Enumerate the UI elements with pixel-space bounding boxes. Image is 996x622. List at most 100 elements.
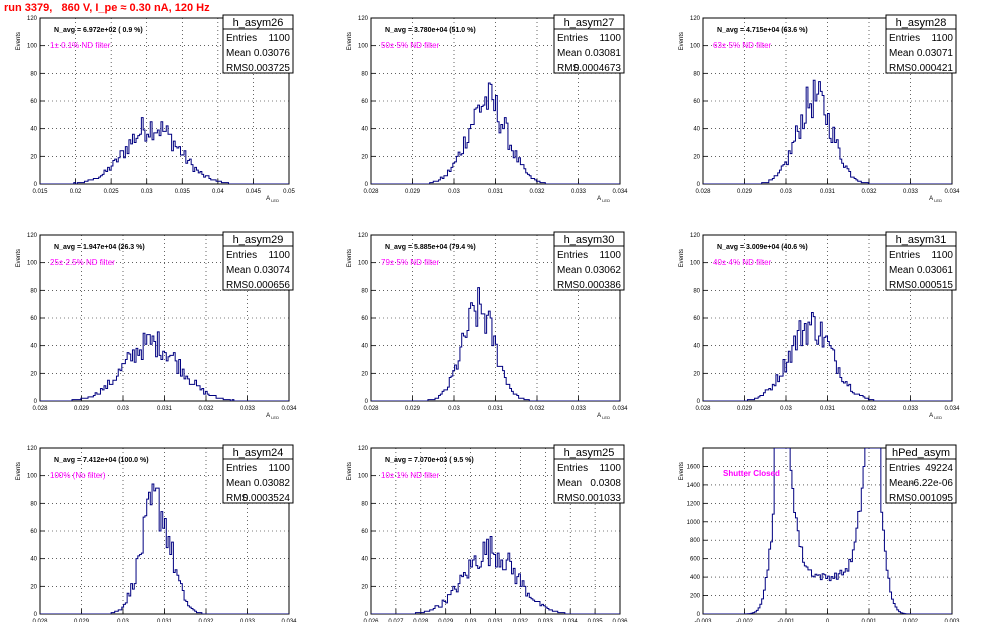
stats-value: 0.001033 (579, 493, 621, 504)
y-tick-label: 1200 (687, 501, 701, 507)
x-tick-label: 0.031 (488, 189, 504, 195)
x-axis-title-subscript: LED (601, 198, 610, 203)
y-tick-label: 100 (27, 261, 38, 267)
x-tick-label: 0.02 (70, 189, 82, 195)
stats-label: Mean (557, 478, 582, 489)
y-tick-label: 0 (365, 182, 369, 188)
stats-label: RMS (557, 493, 580, 504)
y-tick-label: 40 (361, 557, 368, 563)
y-tick-label: 60 (361, 529, 368, 535)
y-tick-label: 0 (34, 612, 38, 618)
x-tick-label: 0.029 (737, 189, 753, 195)
stats-label: Mean (557, 265, 582, 276)
histogram-name: h_asym27 (564, 17, 615, 29)
stats-value: -6.22e-06 (910, 478, 953, 489)
stats-value: 1100 (268, 463, 290, 474)
x-tick-label: 0.028 (363, 189, 379, 195)
y-tick-label: 0 (365, 612, 369, 618)
histogram-line (371, 287, 620, 401)
x-axis-title-subscript: LED (270, 198, 279, 203)
y-tick-label: 40 (30, 557, 37, 563)
stats-value: 1100 (599, 463, 621, 474)
histogram-line (40, 483, 289, 614)
stats-box (885, 444, 957, 504)
x-tick-label: 0.032 (198, 406, 214, 412)
x-tick-label: 0.029 (438, 619, 454, 622)
y-axis-title: Events (347, 32, 353, 50)
stats-value: 1100 (268, 250, 290, 261)
stats-label: RMS (226, 280, 249, 291)
stats-label: Mean (889, 265, 914, 276)
stats-value: 0.03062 (585, 265, 622, 276)
stats-label: Entries (889, 250, 920, 261)
y-tick-label: 20 (693, 154, 700, 160)
x-tick-label: 0.031 (488, 619, 504, 622)
x-tick-label: 0.036 (612, 619, 628, 622)
stats-value: 1100 (931, 250, 953, 261)
x-tick-label: 0.045 (246, 189, 262, 195)
x-tick-label: 0.032 (529, 406, 545, 412)
stats-label: Entries (226, 463, 257, 474)
stats-label: RMS (226, 493, 249, 504)
y-tick-label: 0 (697, 399, 701, 405)
y-axis-title: Events (679, 249, 685, 267)
y-tick-label: 600 (690, 557, 701, 563)
x-tick-label: 0.032 (861, 406, 877, 412)
y-axis-title: Events (679, 32, 685, 50)
x-axis-title: A LED (597, 196, 610, 203)
navg-label: N_avg = 4.715e+04 (63.6 %) (717, 27, 808, 34)
histogram-panel-h_asym27: 0.028 0.029 0.03 0.031 0.032 0.033 0.034 0 20 40 6… (347, 14, 628, 203)
stats-value: 0.0003524 (243, 493, 291, 504)
y-tick-label: 100 (27, 44, 38, 50)
y-tick-label: 20 (30, 371, 37, 377)
y-tick-label: 120 (358, 446, 369, 452)
y-tick-label: 60 (693, 99, 700, 105)
x-tick-label: 0.031 (820, 406, 836, 412)
y-tick-label: 120 (358, 16, 369, 22)
x-tick-label: -0.002 (736, 619, 754, 622)
filter-label: 79± 5% ND filter (381, 258, 440, 267)
y-tick-label: 1600 (687, 464, 701, 470)
histogram-panel-h_asym31: 0.028 0.029 0.03 0.031 0.032 0.033 0.034 0 20 40 6… (679, 231, 960, 420)
x-tick-label: 0.03 (780, 406, 792, 412)
histogram-panel-h_asym25: 0.026 0.027 0.028 0.029 0.03 0.031 0.032 0.033 0… (347, 444, 628, 622)
x-axis-title-subscript: LED (933, 415, 942, 420)
y-tick-label: 80 (361, 71, 368, 77)
y-tick-label: 80 (693, 71, 700, 77)
x-tick-label: 0.033 (903, 189, 919, 195)
histogram-line (703, 311, 952, 401)
filter-label: 1± 0.1% ND filter (50, 41, 111, 50)
x-tick-label: 0.032 (513, 619, 529, 622)
x-tick-label: 0.029 (405, 189, 421, 195)
x-tick-label: 0.015 (32, 189, 48, 195)
stats-label: RMS (889, 63, 912, 74)
stats-value: 0.0004673 (574, 63, 622, 74)
x-axis-title: A LED (597, 413, 610, 420)
x-tick-label: 0.034 (612, 406, 628, 412)
stats-label: Entries (889, 463, 920, 474)
stats-value: 0.03076 (254, 48, 291, 59)
y-tick-label: 80 (693, 288, 700, 294)
y-tick-label: 80 (30, 501, 37, 507)
stats-value: 0.03074 (254, 265, 291, 276)
stats-value: 0.003725 (248, 63, 290, 74)
stats-label: Mean (226, 48, 251, 59)
y-tick-label: 20 (361, 584, 368, 590)
histogram-line (703, 79, 952, 184)
histogram-name: hPed_asym (892, 447, 950, 459)
x-tick-label: 0.029 (74, 406, 90, 412)
stats-label: Entries (226, 250, 257, 261)
x-tick-label: 0.028 (32, 619, 48, 622)
histogram-name: h_asym29 (233, 234, 284, 246)
y-tick-label: 60 (361, 316, 368, 322)
x-tick-label: 0.05 (283, 189, 295, 195)
stats-value: 0.03081 (585, 48, 622, 59)
y-tick-label: 1400 (687, 483, 701, 489)
histogram-name: h_asym31 (896, 234, 947, 246)
stats-label: Mean (226, 478, 251, 489)
stats-label: RMS (557, 280, 580, 291)
histogram-panel-h_asym26: 0.015 0.02 0.025 0.03 0.035 0.04 0.045 0.05 0 20 4… (16, 14, 295, 203)
y-tick-label: 120 (27, 446, 38, 452)
y-tick-label: 20 (30, 584, 37, 590)
